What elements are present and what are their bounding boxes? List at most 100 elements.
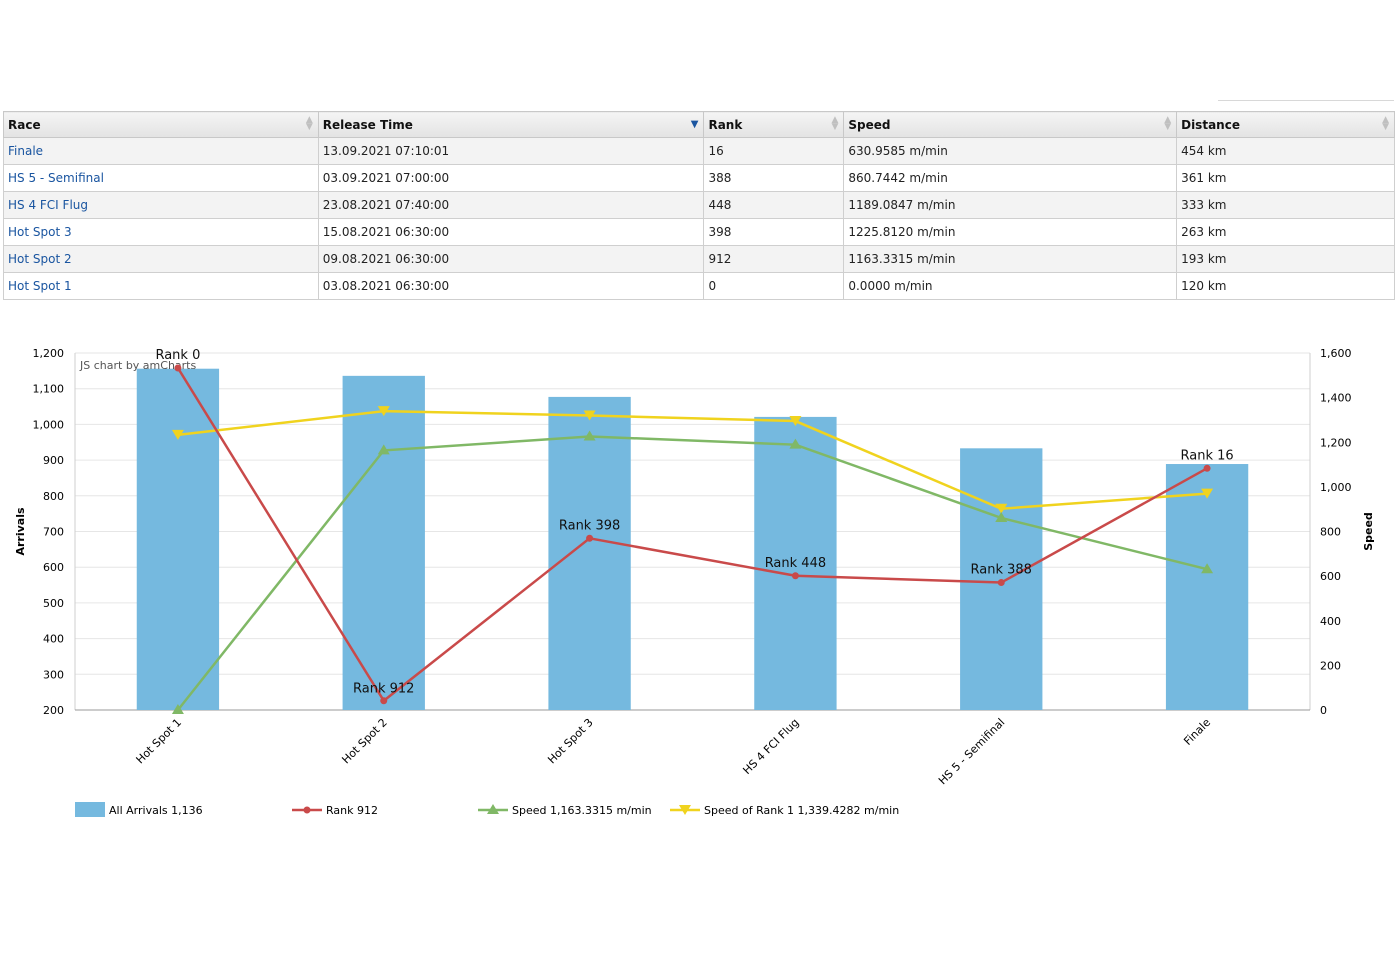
release-time-cell: 03.09.2021 07:00:00 bbox=[317, 164, 705, 192]
data-point bbox=[791, 572, 799, 580]
data-point bbox=[583, 410, 596, 421]
race-cell: Hot Spot 1 bbox=[3, 272, 319, 300]
data-point bbox=[174, 364, 182, 372]
legend-item: All Arrivals 1,136 bbox=[109, 804, 203, 817]
table-header-row: Race ▲ ▼ Release Time ▼ Rank ▲ ▼ Speed ▲ ▼ Dist… bbox=[3, 111, 1395, 138]
column-header-speed[interactable]: Speed ▲ ▼ bbox=[843, 111, 1178, 138]
table-row: Finale 13.09.2021 07:10:01 16 630.9585 m… bbox=[3, 137, 1395, 165]
sort-descending-icon: ▼ bbox=[690, 119, 699, 130]
data-point bbox=[789, 416, 802, 427]
y-tick-label-left: 900 bbox=[43, 454, 64, 467]
speed-cell: 860.7442 m/min bbox=[843, 164, 1178, 192]
x-tick-label: HS 4 FCI Flug bbox=[740, 716, 801, 777]
chart-credit: JS chart by amCharts bbox=[79, 359, 196, 372]
sort-icon: ▲ ▼ bbox=[1382, 115, 1389, 132]
bar bbox=[548, 396, 631, 710]
table-row: HS 5 - Semifinal 03.09.2021 07:00:00 388… bbox=[3, 164, 1395, 192]
data-point bbox=[1201, 488, 1214, 499]
data-label: Rank 388 bbox=[971, 563, 1032, 578]
rank-cell: 388 bbox=[703, 164, 845, 192]
release-time-cell: 23.08.2021 07:40:00 bbox=[317, 191, 705, 219]
column-header-distance[interactable]: Distance ▲ ▼ bbox=[1176, 111, 1395, 138]
race-link[interactable]: Hot Spot 3 bbox=[8, 225, 72, 239]
race-cell: HS 4 FCI Flug bbox=[3, 191, 319, 219]
data-label: Rank 0 bbox=[155, 348, 200, 363]
table-row: Hot Spot 3 15.08.2021 06:30:00 398 1225.… bbox=[3, 218, 1395, 246]
race-results-table: Race ▲ ▼ Release Time ▼ Rank ▲ ▼ Speed ▲ ▼ Dist… bbox=[3, 111, 1395, 300]
race-cell: HS 5 - Semifinal bbox=[3, 164, 319, 192]
rank-cell: 0 bbox=[703, 272, 845, 300]
y-tick-label-left: 300 bbox=[43, 668, 64, 681]
y-tick-label-right: 1,000 bbox=[1320, 481, 1352, 494]
speed-cell: 1189.0847 m/min bbox=[843, 191, 1178, 219]
legend-marker bbox=[487, 804, 499, 814]
data-point bbox=[380, 697, 388, 705]
release-time-cell: 15.08.2021 06:30:00 bbox=[317, 218, 705, 246]
x-tick-label: Hot Spot 3 bbox=[545, 716, 595, 766]
table-row: Hot Spot 1 03.08.2021 06:30:00 0 0.0000 … bbox=[3, 272, 1395, 300]
data-point bbox=[789, 438, 802, 449]
y-tick-label-right: 1,600 bbox=[1320, 347, 1352, 360]
column-header-label: Rank bbox=[708, 117, 743, 132]
y-tick-label-left: 1,200 bbox=[33, 347, 65, 360]
race-link[interactable]: HS 4 FCI Flug bbox=[8, 198, 88, 212]
data-point bbox=[583, 430, 596, 441]
y-tick-label-right: 0 bbox=[1320, 704, 1327, 717]
y-tick-label-right: 800 bbox=[1320, 526, 1341, 539]
column-header-label: Race bbox=[8, 117, 41, 132]
speed-cell: 0.0000 m/min bbox=[843, 272, 1178, 300]
data-point bbox=[1203, 464, 1211, 472]
release-time-cell: 09.08.2021 06:30:00 bbox=[317, 245, 705, 273]
column-header-race[interactable]: Race ▲ ▼ bbox=[3, 111, 319, 138]
table-row: HS 4 FCI Flug 23.08.2021 07:40:00 448 11… bbox=[3, 191, 1395, 219]
bar bbox=[136, 368, 220, 710]
data-label: Rank 448 bbox=[765, 556, 826, 571]
race-link[interactable]: Hot Spot 1 bbox=[8, 279, 72, 293]
data-point bbox=[1201, 563, 1214, 574]
race-cell: Hot Spot 2 bbox=[3, 245, 319, 273]
bar bbox=[342, 375, 425, 710]
speed-cell: 1163.3315 m/min bbox=[843, 245, 1178, 273]
race-cell: Hot Spot 3 bbox=[3, 218, 319, 246]
table-row: Hot Spot 2 09.08.2021 06:30:00 912 1163.… bbox=[3, 245, 1395, 273]
race-link[interactable]: Hot Spot 2 bbox=[8, 252, 72, 266]
data-point bbox=[377, 444, 390, 455]
bar bbox=[754, 416, 837, 710]
distance-cell: 263 km bbox=[1176, 218, 1395, 246]
data-point bbox=[377, 406, 390, 417]
bar bbox=[1165, 464, 1249, 710]
distance-cell: 120 km bbox=[1176, 272, 1395, 300]
y-axis-title-left: Arrivals bbox=[14, 507, 27, 555]
y-tick-label-right: 600 bbox=[1320, 570, 1341, 583]
y-tick-label-right: 400 bbox=[1320, 615, 1341, 628]
legend-item: Speed 1,163.3315 m/min bbox=[512, 804, 652, 817]
series-line bbox=[176, 435, 1208, 711]
rank-cell: 448 bbox=[703, 191, 845, 219]
y-tick-label-right: 200 bbox=[1320, 659, 1341, 672]
y-axis-title-right: Speed bbox=[1362, 512, 1375, 551]
data-label: Rank 912 bbox=[353, 682, 414, 697]
race-link[interactable]: Finale bbox=[8, 144, 44, 158]
sort-icon: ▲ ▼ bbox=[831, 115, 839, 132]
data-label: Rank 398 bbox=[559, 518, 620, 533]
data-point bbox=[171, 704, 184, 714]
column-header-label: Distance bbox=[1181, 117, 1240, 132]
y-tick-label-right: 1,200 bbox=[1320, 436, 1352, 449]
y-tick-label-left: 600 bbox=[43, 561, 64, 574]
x-tick-label: Finale bbox=[1181, 716, 1213, 748]
rank-cell: 16 bbox=[703, 137, 845, 165]
y-tick-label-left: 400 bbox=[43, 633, 64, 646]
legend-marker bbox=[75, 802, 105, 817]
data-point bbox=[586, 534, 594, 542]
release-time-cell: 13.09.2021 07:10:01 bbox=[317, 137, 705, 165]
legend-marker bbox=[303, 806, 311, 814]
column-header-rank[interactable]: Rank ▲ ▼ bbox=[703, 111, 845, 138]
speed-cell: 1225.8120 m/min bbox=[843, 218, 1178, 246]
y-tick-label-right: 1,400 bbox=[1320, 392, 1352, 405]
data-label: Rank 16 bbox=[1181, 448, 1234, 463]
y-tick-label-left: 700 bbox=[43, 526, 64, 539]
column-header-release-time[interactable]: Release Time ▼ bbox=[317, 111, 705, 138]
rank-cell: 398 bbox=[703, 218, 845, 246]
race-link[interactable]: HS 5 - Semifinal bbox=[8, 171, 104, 185]
x-tick-label: Hot Spot 1 bbox=[134, 716, 184, 766]
